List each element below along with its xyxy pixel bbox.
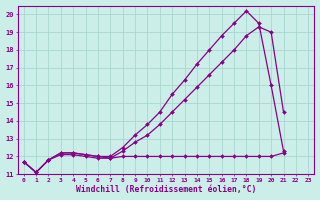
X-axis label: Windchill (Refroidissement éolien,°C): Windchill (Refroidissement éolien,°C)	[76, 185, 256, 194]
